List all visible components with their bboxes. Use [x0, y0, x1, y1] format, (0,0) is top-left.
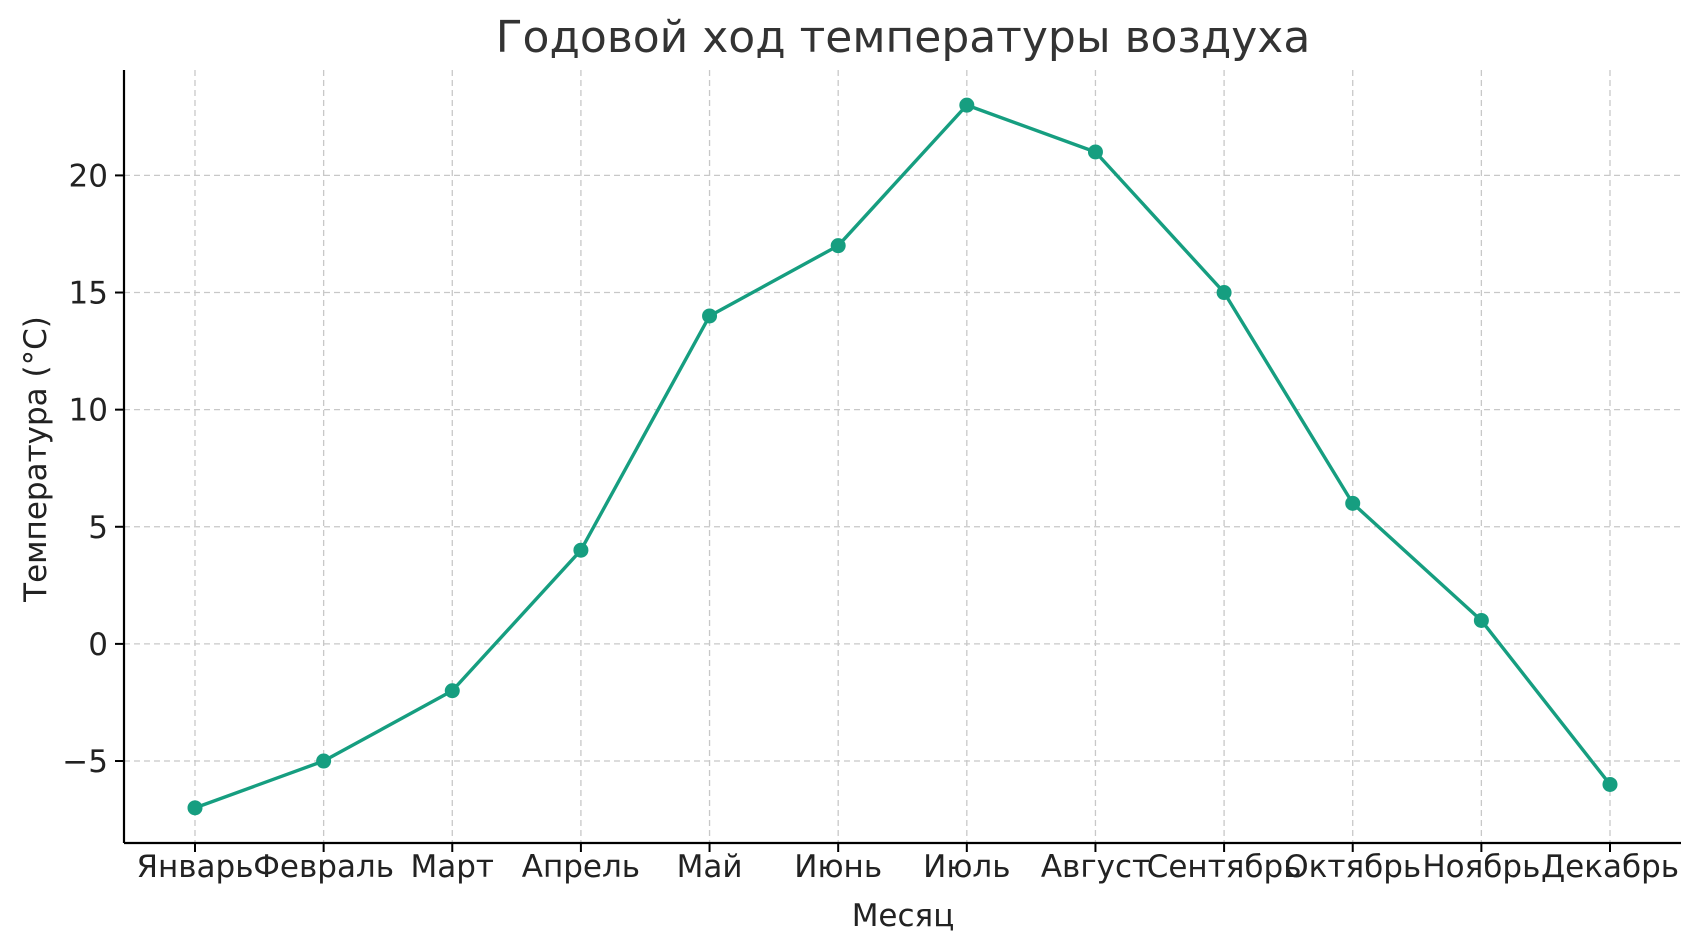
x-axis-label: Месяц: [852, 898, 955, 934]
y-tick-label: 10: [69, 393, 108, 429]
x-tick-label: Август: [1041, 849, 1150, 885]
y-axis-label: Температура (°C): [18, 316, 54, 603]
series-line: [193, 103, 1612, 810]
x-tick-label: Июнь: [794, 849, 882, 885]
data-point: [444, 683, 460, 699]
data-point: [1087, 144, 1103, 160]
x-tick-label: Декабрь: [1541, 849, 1679, 885]
axes: [122, 70, 1681, 845]
data-point: [1473, 612, 1489, 628]
x-tick-label: Март: [411, 849, 494, 885]
y-ticks: −5 0 5 10 15 20: [62, 158, 124, 780]
data-point: [187, 800, 203, 816]
x-tick-label: Ноябрь: [1422, 849, 1540, 885]
x-tick-label: Январь: [136, 849, 253, 885]
data-point: [1345, 495, 1361, 511]
data-point: [702, 308, 718, 324]
x-tick-label: Сентябрь: [1147, 849, 1302, 885]
chart-title: Годовой ход температуры воздуха: [496, 12, 1311, 63]
x-ticks: Январь Февраль Март Апрель Май Июнь Июль Август…: [136, 843, 1679, 885]
grid: [124, 70, 1681, 843]
y-tick-label: 15: [69, 276, 108, 312]
data-point: [316, 753, 332, 769]
data-point: [1216, 285, 1232, 301]
data-point: [959, 97, 975, 113]
data-point: [1602, 776, 1618, 792]
x-tick-label: Май: [677, 849, 743, 885]
y-tick-label: 0: [88, 627, 108, 663]
x-tick-label: Апрель: [522, 849, 640, 885]
data-point: [830, 238, 846, 254]
x-tick-label: Октябрь: [1284, 849, 1421, 885]
series: [187, 97, 1618, 816]
data-point: [573, 542, 589, 558]
y-tick-label: 20: [69, 158, 108, 194]
y-tick-label: 5: [88, 510, 108, 546]
x-tick-label: Июль: [923, 849, 1010, 885]
y-tick-label: −5: [62, 744, 108, 780]
x-tick-label: Февраль: [253, 849, 394, 885]
